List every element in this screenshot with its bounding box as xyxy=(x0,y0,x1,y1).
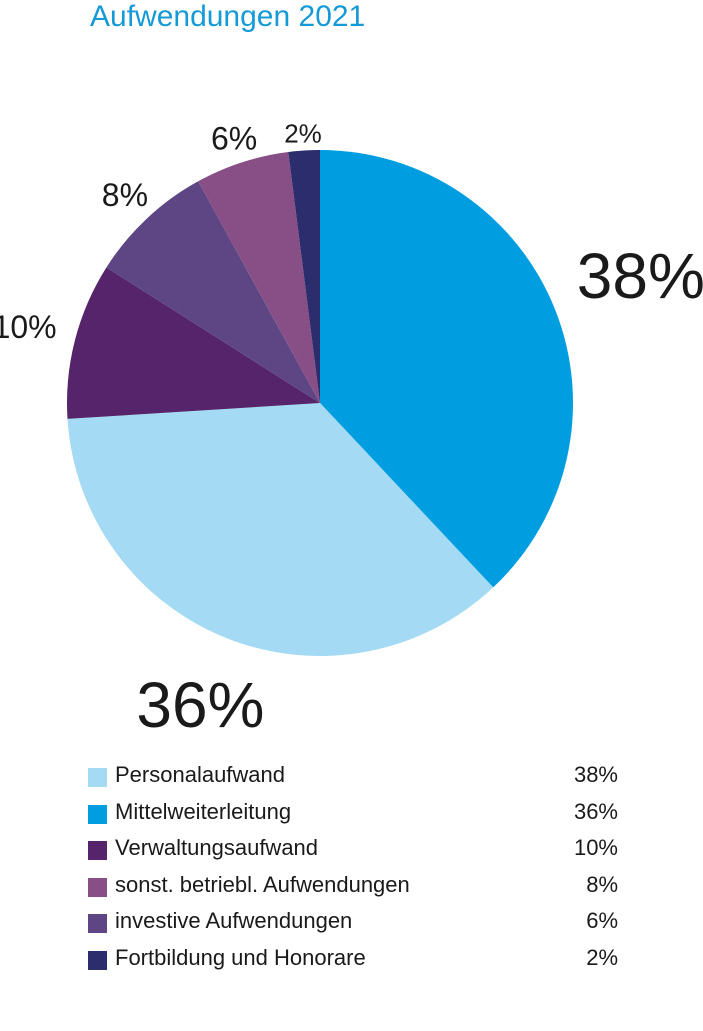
pie-label-4: 8% xyxy=(102,177,148,213)
pie-chart: 38% 36% 10% 8% 6% 2% xyxy=(0,119,703,742)
chart-title: Aufwendungen 2021 xyxy=(90,0,366,33)
pie-slice-1 xyxy=(320,150,574,588)
legend-item: Mittelweiterleitung 36% xyxy=(88,797,618,834)
legend-item: investive Aufwendungen 6% xyxy=(88,906,618,943)
pie-label-3: 10% xyxy=(0,309,57,345)
pie-slice-6 xyxy=(288,149,320,403)
legend-item: Fortbildung und Honorare 2% xyxy=(88,943,618,980)
pie-slice-5 xyxy=(198,151,320,403)
pie-label-5: 6% xyxy=(211,121,257,157)
legend-swatch xyxy=(88,841,107,860)
legend-item: Verwaltungsaufwand 10% xyxy=(88,833,618,870)
pie-label-2: 36% xyxy=(136,669,264,741)
legend-swatch xyxy=(88,768,107,787)
legend-label: Personalaufwand xyxy=(115,762,286,787)
pie-slice-3 xyxy=(67,267,320,419)
legend-label: Verwaltungsaufwand xyxy=(115,835,319,860)
legend: Personalaufwand 38% Mittelweiterleitung 36%… xyxy=(88,760,618,979)
pie-slice-2 xyxy=(67,403,494,656)
legend-value: 38% xyxy=(573,762,618,787)
legend-swatch xyxy=(88,914,107,933)
legend-value: 10% xyxy=(573,835,618,860)
legend-swatch xyxy=(88,877,107,897)
legend-value: 6% xyxy=(586,908,618,933)
legend-value: 2% xyxy=(586,944,618,970)
legend-value: 36% xyxy=(573,798,618,824)
pie-label-6: 2% xyxy=(284,119,322,149)
legend-label: Mittelweiterleitung xyxy=(115,798,292,824)
legend-item: Personalaufwand 38% xyxy=(88,760,618,797)
legend-label: sonst. betriebl. Aufwendungen xyxy=(115,871,410,897)
legend-label: investive Aufwendungen xyxy=(115,908,353,933)
legend-swatch xyxy=(88,950,107,970)
legend-swatch xyxy=(88,804,107,824)
legend-label: Fortbildung und Honorare xyxy=(115,944,366,970)
pie-slice-4 xyxy=(106,181,320,403)
pie-label-1: 38% xyxy=(577,240,703,312)
legend-value: 8% xyxy=(586,871,618,897)
legend-item: sonst. betriebl. Aufwendungen 8% xyxy=(88,870,618,907)
